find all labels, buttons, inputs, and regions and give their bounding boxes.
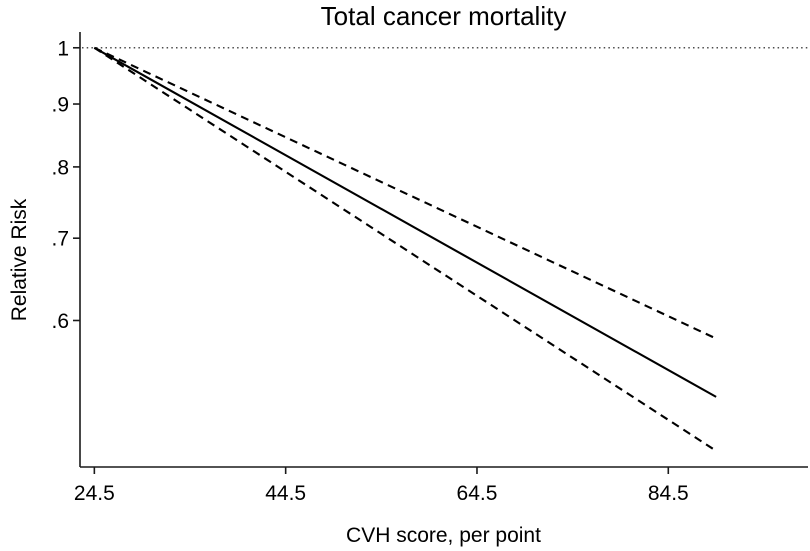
- x-tick-label: 44.5: [265, 482, 306, 505]
- series-line-ci-upper-bound: [93, 46, 717, 340]
- y-tick-label: .7: [51, 228, 69, 251]
- y-tick-label: .8: [51, 156, 69, 179]
- y-tick-label: .6: [51, 310, 69, 333]
- x-tick-label: 64.5: [457, 482, 498, 505]
- x-tick-label: 24.5: [74, 482, 115, 505]
- chart-title: Total cancer mortality: [320, 1, 567, 31]
- series-line-ci-lower-bound: [93, 46, 717, 452]
- series-line-relative-risk-estimate: [93, 46, 717, 398]
- x-axis-title: CVH score, per point: [346, 524, 541, 547]
- x-tick-label: 84.5: [648, 482, 689, 505]
- y-tick-label: .9: [51, 94, 69, 117]
- y-tick-label: 1: [57, 37, 69, 60]
